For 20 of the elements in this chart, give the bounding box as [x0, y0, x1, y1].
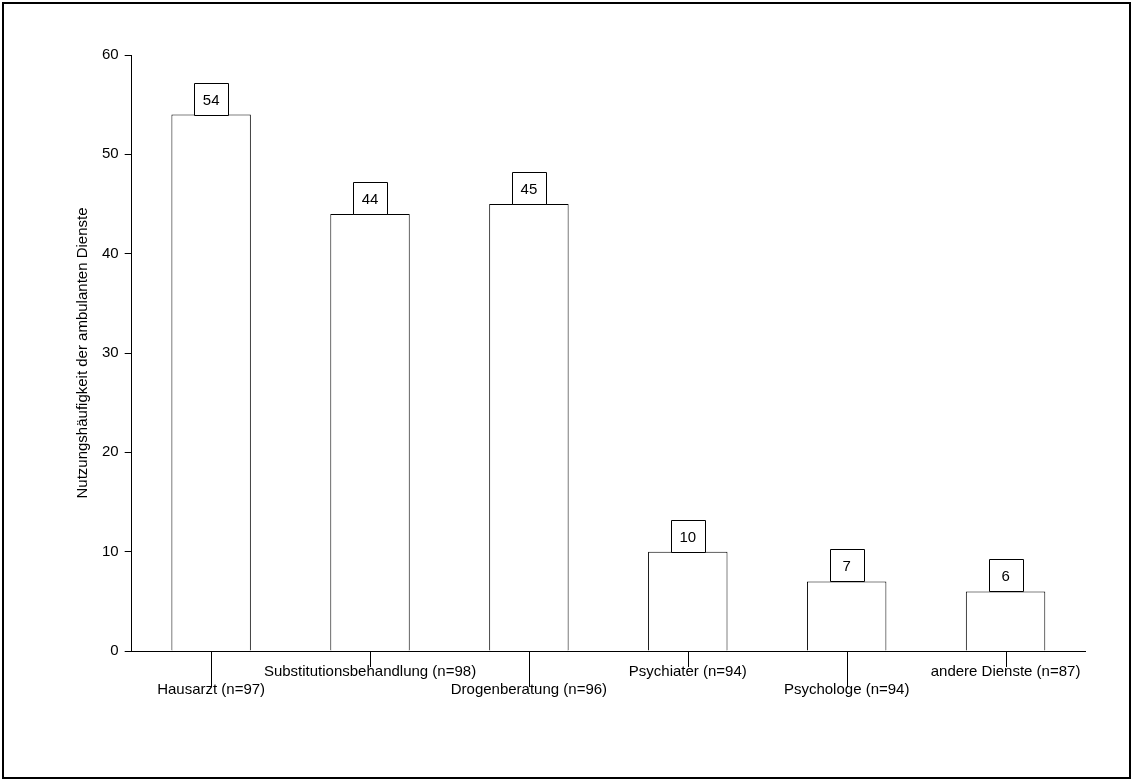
y-tick-label: 30	[102, 343, 119, 361]
x-tick-label: Psychologe (n=94)	[783, 680, 910, 698]
x-tick-label: Hausarzt (n=97)	[157, 680, 266, 698]
data-label: 10	[679, 527, 697, 545]
y-tick-label: 0	[110, 641, 119, 659]
x-tick-label: Drogenberatung (n=96)	[450, 680, 608, 698]
y-tick-label: 20	[102, 442, 119, 460]
y-tick-label: 10	[102, 541, 119, 559]
data-label: 7	[842, 556, 851, 574]
y-tick-label: 50	[102, 144, 119, 162]
x-tick-label: Psychiater (n=94)	[628, 662, 747, 680]
data-label: 45	[520, 179, 538, 197]
x-tick-label: Substitutionsbehandlung (n=98)	[263, 662, 477, 680]
data-label: 54	[202, 90, 220, 108]
data-label: 44	[361, 189, 379, 207]
x-tick-label: andere Dienste (n=87)	[930, 662, 1081, 680]
y-tick-label: 60	[102, 45, 119, 63]
y-tick-label: 40	[102, 243, 119, 261]
data-label: 6	[1001, 566, 1010, 584]
y-axis-title: Nutzungshäufigkeit der ambulanten Dienste	[73, 207, 91, 499]
